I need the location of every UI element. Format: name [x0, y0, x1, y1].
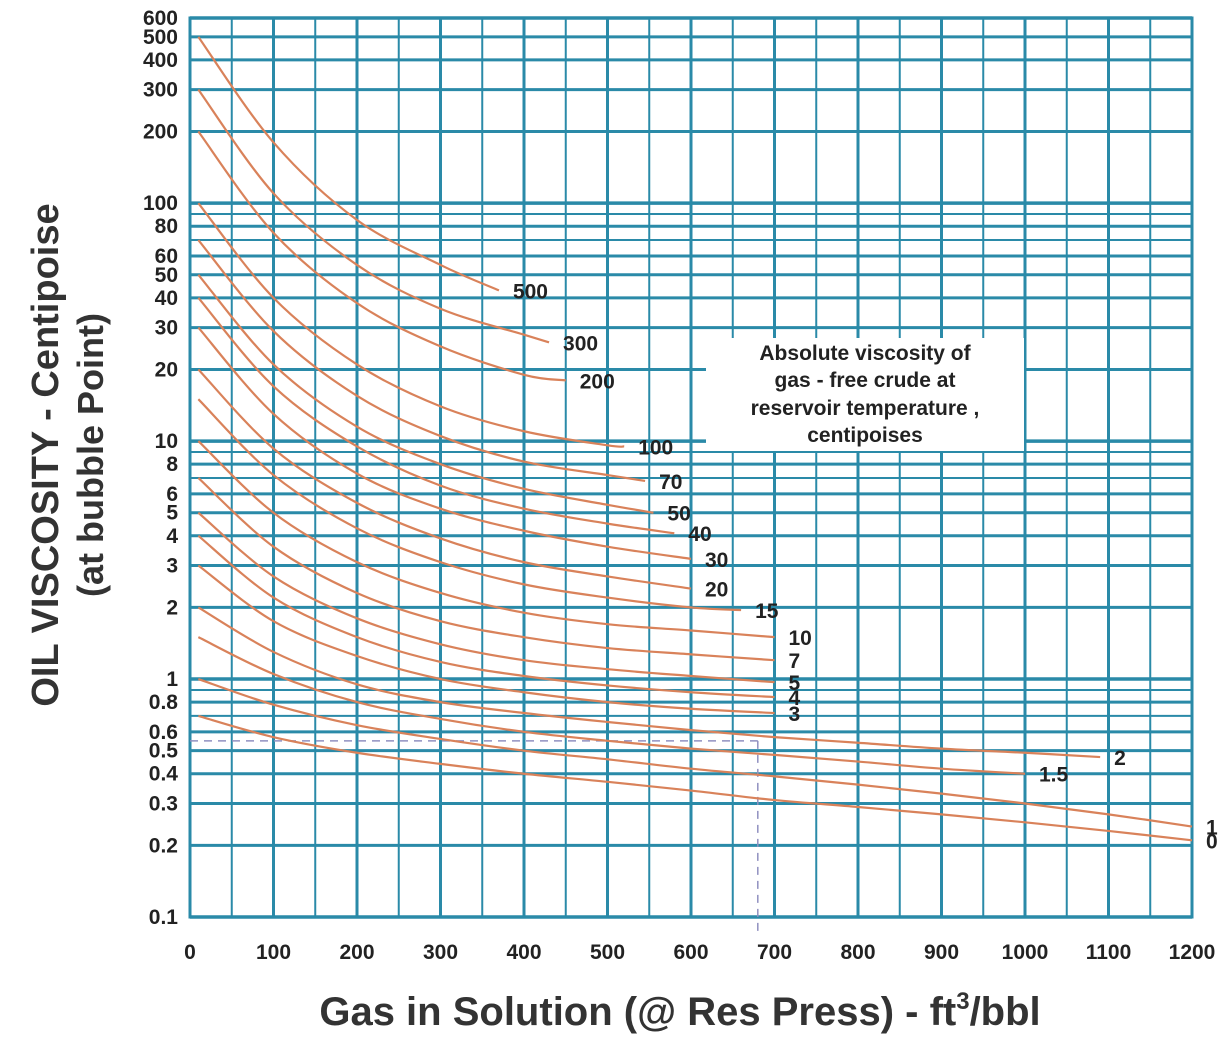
curve-4 — [197, 534, 775, 699]
y-tick-label: 80 — [155, 215, 178, 238]
curve-label-15: 15 — [755, 600, 779, 623]
curve-label-2: 2 — [1114, 747, 1126, 770]
annotation-line-3: reservoir temperature , — [750, 396, 980, 420]
x-axis-title-suffix: /bbl — [970, 990, 1041, 1034]
curve-label-100: 100 — [638, 436, 673, 459]
curve-label-20: 20 — [705, 579, 728, 602]
x-tick-label: 900 — [924, 941, 959, 964]
x-tick-label: 1000 — [1002, 941, 1049, 964]
x-axis-title-superscript: 3 — [956, 988, 969, 1015]
chart-annotation: Absolute viscosity of gas - free crude a… — [706, 338, 1024, 452]
y-tick-labels: 6005004003002001008060504030201086543210… — [143, 7, 178, 929]
x-tick-label: 1200 — [1169, 941, 1216, 964]
curve-label-3: 3 — [789, 703, 801, 726]
y-tick-label: 6 — [166, 483, 178, 506]
x-tick-labels: 0 100 200 300 400 500 600 700 800 900 1000 1100 1200 — [184, 941, 1215, 964]
curve-7 — [197, 477, 775, 662]
curve-1.5 — [197, 636, 1026, 775]
y-tick-label: 200 — [143, 121, 178, 144]
curve-label-1.5: 1.5 — [1039, 764, 1069, 787]
curve-label-1.0: 1.0 — [1206, 817, 1218, 840]
y-tick-label: 300 — [143, 79, 178, 102]
curve-50 — [197, 274, 654, 514]
y-tick-label: 100 — [143, 192, 178, 215]
curve-label-70: 70 — [659, 471, 682, 494]
curve-label-200: 200 — [580, 370, 615, 393]
y-tick-label: 0.1 — [149, 906, 179, 929]
y-tick-label: 20 — [155, 358, 178, 381]
y-tick-label: 0.3 — [149, 792, 178, 815]
y-tick-label: 3 — [166, 555, 178, 578]
x-tick-label: 0 — [184, 941, 196, 964]
curve-label-0.7: 0.7 — [1206, 830, 1218, 853]
x-tick-label: 500 — [590, 941, 625, 964]
x-tick-label: 700 — [757, 941, 792, 964]
y-tick-label: 600 — [143, 7, 178, 30]
x-tick-label: 300 — [423, 941, 458, 964]
y-tick-label: 1 — [166, 668, 178, 691]
y-tick-label: 30 — [155, 317, 178, 340]
x-tick-label: 800 — [840, 941, 875, 964]
y-tick-label: 5 — [166, 502, 178, 525]
y-tick-label: 0.4 — [149, 763, 179, 786]
x-axis-title: Gas in Solution (@ Res Press) - ft3/bbl — [319, 988, 1040, 1034]
y-tick-label: 500 — [143, 26, 178, 49]
curve-70 — [197, 239, 646, 483]
curve-label-5: 5 — [789, 672, 801, 695]
curve-label-50: 50 — [667, 503, 690, 526]
x-tick-label: 400 — [506, 941, 541, 964]
guide-lines — [190, 740, 759, 931]
y-tick-label: 50 — [155, 264, 178, 287]
grid — [188, 16, 1194, 919]
curve-label-4: 4 — [789, 687, 801, 710]
curve-20 — [197, 368, 692, 590]
annotation-line-2: gas - free crude at — [774, 369, 956, 393]
y-tick-label: 2 — [166, 596, 178, 619]
x-tick-label: 200 — [339, 941, 374, 964]
y-tick-label: 0.8 — [149, 691, 179, 714]
y-tick-label: 0.2 — [149, 834, 178, 857]
y-tick-label: 10 — [155, 430, 178, 453]
curve-1.0 — [197, 678, 1193, 828]
x-axis-title-main: Gas in Solution (@ Res Press) - ft — [319, 990, 956, 1034]
curve-label-30: 30 — [705, 549, 728, 572]
annotation-line-1: Absolute viscosity of — [759, 342, 971, 365]
y-tick-label: 400 — [143, 49, 178, 72]
y-tick-label: 0.6 — [149, 721, 178, 744]
curve-label-10: 10 — [789, 627, 812, 650]
x-tick-label: 600 — [673, 941, 708, 964]
curve-500 — [197, 36, 500, 292]
y-tick-label: 60 — [155, 245, 178, 268]
curve-label-500: 500 — [513, 280, 548, 303]
curve-10 — [197, 440, 775, 639]
curve-40 — [197, 297, 675, 535]
y-tick-label: 40 — [155, 287, 178, 310]
annotation-line-4: centipoises — [807, 423, 923, 447]
plot-border — [188, 16, 1194, 919]
x-tick-label: 1100 — [1086, 941, 1132, 964]
curve-label-40: 40 — [688, 523, 711, 546]
y-axis-subtitle: (at bubble Point) — [70, 313, 111, 597]
y-tick-label: 8 — [166, 453, 178, 476]
curve-30 — [197, 326, 692, 560]
curves — [197, 36, 1193, 842]
curve-15 — [197, 398, 742, 612]
curve-300 — [197, 88, 550, 344]
curve-100 — [197, 202, 625, 448]
curve-label-300: 300 — [563, 332, 598, 355]
curve-2 — [197, 606, 1101, 759]
curve-3 — [197, 564, 775, 715]
y-axis-title: OIL VISCOSITY - Centipoise — [25, 203, 67, 706]
curve-label-7: 7 — [789, 650, 801, 673]
y-tick-label: 4 — [166, 525, 178, 548]
curve-5 — [197, 511, 775, 684]
x-tick-label: 100 — [256, 941, 291, 964]
y-tick-label: 0.5 — [149, 740, 179, 763]
curve-0.7 — [198, 714, 1193, 842]
curve-200 — [197, 130, 566, 382]
